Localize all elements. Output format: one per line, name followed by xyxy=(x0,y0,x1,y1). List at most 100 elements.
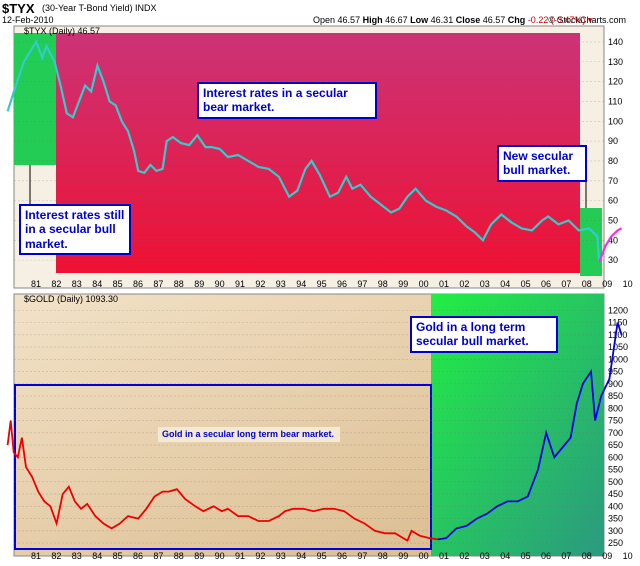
x-tick-label: 04 xyxy=(500,551,510,561)
x-tick-label: 09 xyxy=(602,279,612,289)
x-tick-label: 06 xyxy=(541,279,551,289)
x-tick-label: 86 xyxy=(133,551,143,561)
y-tick-label: 120 xyxy=(608,77,623,87)
x-tick-label: 98 xyxy=(378,279,388,289)
x-tick-label: 03 xyxy=(480,551,490,561)
x-tick-label: 92 xyxy=(255,551,265,561)
close-value: 46.57 xyxy=(482,15,506,25)
x-tick-label: 04 xyxy=(500,279,510,289)
annotation-tyx-new-bull: New secular bull market. xyxy=(497,145,587,182)
y-tick-label: 100 xyxy=(608,116,623,126)
y-tick-label: 70 xyxy=(608,176,618,186)
x-tick-label: 02 xyxy=(459,551,469,561)
chg-value: -0.22 (-0.47%) xyxy=(527,15,586,25)
x-tick-label: 91 xyxy=(235,279,245,289)
x-tick-label: 05 xyxy=(521,279,531,289)
gold-y-axis: 250 300 350 400 450 500 550 600 650 700 750 800 850 9… xyxy=(608,305,628,548)
chart-date: 12-Feb-2010 xyxy=(2,15,54,25)
x-tick-label: 00 xyxy=(419,279,429,289)
x-tick-label: 83 xyxy=(72,279,82,289)
high-value: 46.67 xyxy=(385,15,408,25)
y-tick-label: 60 xyxy=(608,196,618,206)
x-tick-label: 96 xyxy=(337,279,347,289)
tyx-y-axis: 30 40 50 60 70 80 90 100 110 120 130 140 xyxy=(608,37,623,265)
x-tick-label: 91 xyxy=(235,551,245,561)
y-tick-label: 750 xyxy=(608,416,623,426)
x-tick-label: 83 xyxy=(72,551,82,561)
y-tick-label: 40 xyxy=(608,235,618,245)
y-tick-label: 800 xyxy=(608,403,623,413)
tyx-series-recent-line xyxy=(598,227,623,263)
x-tick-label: 03 xyxy=(480,279,490,289)
y-tick-label: 110 xyxy=(608,96,622,106)
x-tick-label: 90 xyxy=(215,279,225,289)
gold-bear-box xyxy=(14,384,432,550)
x-tick-label: 01 xyxy=(439,279,449,289)
x-tick-label: 84 xyxy=(92,279,102,289)
y-tick-label: 1200 xyxy=(608,305,628,315)
annotation-gold-bull: Gold in a long term secular bull market. xyxy=(410,316,558,353)
y-tick-label: 900 xyxy=(608,379,623,389)
x-tick-label: 01 xyxy=(439,551,449,561)
y-tick-label: 600 xyxy=(608,452,623,462)
x-tick-label: 09 xyxy=(602,551,612,561)
y-tick-label: 300 xyxy=(608,526,623,536)
x-tick-label: 05 xyxy=(521,551,531,561)
x-tick-label: 87 xyxy=(153,279,163,289)
low-value: 46.31 xyxy=(430,15,454,25)
x-tick-label: 08 xyxy=(582,551,592,561)
x-tick-label: 94 xyxy=(296,279,306,289)
high-label: High xyxy=(362,15,383,25)
y-tick-label: 400 xyxy=(608,501,623,511)
gold-series-bull-line xyxy=(437,322,623,541)
open-value: 46.57 xyxy=(337,15,361,25)
y-tick-label: 350 xyxy=(608,514,623,524)
low-label: Low xyxy=(410,15,429,25)
y-tick-label: 90 xyxy=(608,136,618,146)
x-tick-label: 85 xyxy=(113,551,123,561)
x-tick-label: 86 xyxy=(133,279,143,289)
x-tick-label: 97 xyxy=(357,551,367,561)
x-tick-label: 97 xyxy=(357,279,367,289)
x-tick-label: 06 xyxy=(541,551,551,561)
x-tick-label: 93 xyxy=(276,551,286,561)
y-tick-label: 650 xyxy=(608,440,623,450)
y-tick-label: 130 xyxy=(608,57,623,67)
x-tick-label: 95 xyxy=(317,551,327,561)
x-tick-label: 96 xyxy=(337,551,347,561)
y-tick-label: 1000 xyxy=(608,354,628,364)
tyx-new-bull-zone xyxy=(580,208,602,276)
brand-link[interactable]: © StockCharts.com xyxy=(548,15,626,25)
x-tick-label: 95 xyxy=(317,279,327,289)
close-label: Close xyxy=(455,15,481,25)
tyx-legend: $TYX (Daily) 46.57 xyxy=(24,26,100,36)
y-tick-label: 140 xyxy=(608,37,623,47)
y-tick-label: 700 xyxy=(608,428,623,438)
y-tick-label: 1050 xyxy=(608,342,628,352)
x-tick-label: 84 xyxy=(92,551,102,561)
y-tick-label: 50 xyxy=(608,215,618,225)
x-tick-label: 99 xyxy=(398,279,408,289)
annotation-tyx-bear: Interest rates in a secular bear market. xyxy=(197,82,377,119)
gold-x-axis: 81 82 83 84 85 86 87 88 89 90 91 92 93 94 95 96 97 98 99 00… xyxy=(31,551,633,561)
x-tick-label: 07 xyxy=(561,279,571,289)
x-tick-label: 82 xyxy=(51,551,61,561)
x-tick-label: 81 xyxy=(31,279,41,289)
x-tick-label: 08 xyxy=(582,279,592,289)
x-tick-label: 10 xyxy=(623,279,633,289)
tyx-series-line xyxy=(6,39,601,263)
quote-bar: Open 46.57 High 46.67 Low 46.31 Close 46… xyxy=(313,15,592,26)
x-tick-label: 07 xyxy=(561,551,571,561)
x-tick-label: 89 xyxy=(194,551,204,561)
tyx-old-bull-zone xyxy=(14,33,56,165)
x-tick-label: 82 xyxy=(51,279,61,289)
x-tick-label: 94 xyxy=(296,551,306,561)
x-tick-label: 89 xyxy=(194,279,204,289)
y-tick-label: 450 xyxy=(608,489,623,499)
open-label: Open xyxy=(313,15,336,25)
x-tick-label: 88 xyxy=(174,279,184,289)
y-tick-label: 950 xyxy=(608,367,623,377)
y-tick-label: 850 xyxy=(608,391,623,401)
x-tick-label: 90 xyxy=(215,551,225,561)
x-tick-label: 92 xyxy=(255,279,265,289)
